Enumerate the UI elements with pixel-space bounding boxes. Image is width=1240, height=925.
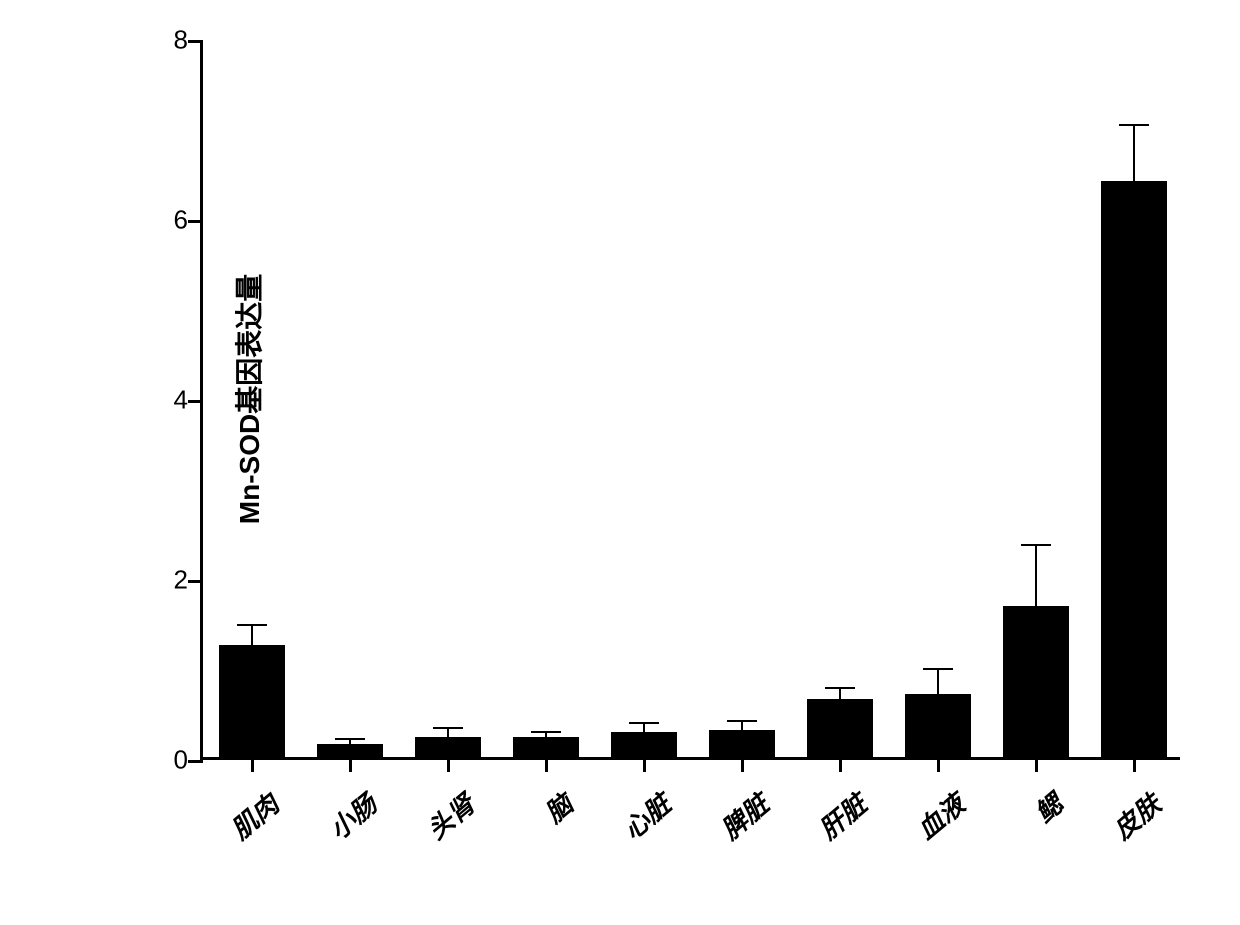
error-bar-stem (447, 728, 449, 737)
error-bar-cap (335, 738, 365, 740)
error-bar-cap (923, 668, 953, 670)
error-bar-stem (1133, 125, 1135, 181)
x-axis-label: 肌肉 (178, 785, 286, 884)
bar (415, 737, 482, 757)
y-tick-label: 4 (153, 385, 188, 416)
x-tick (643, 757, 646, 772)
y-tick (188, 40, 203, 43)
bar (317, 744, 384, 758)
bar (905, 694, 972, 757)
y-tick (188, 400, 203, 403)
y-tick-label: 8 (153, 25, 188, 56)
error-bar-cap (1021, 544, 1051, 546)
error-bar-stem (643, 723, 645, 732)
x-axis-label: 鳃 (962, 785, 1070, 884)
x-axis-label: 脑 (472, 785, 580, 884)
y-axis-label: Mn-SOD基因表达量 (228, 273, 268, 523)
x-tick (839, 757, 842, 772)
x-tick (937, 757, 940, 772)
error-bar-cap (237, 624, 267, 626)
x-tick (1035, 757, 1038, 772)
plot-area: Mn-SOD基因表达量 02468肌肉小肠头肾脑心脏脾脏肝脏血液鳃皮肤 (200, 40, 1180, 760)
x-tick (741, 757, 744, 772)
y-tick (188, 760, 203, 763)
error-bar-stem (741, 721, 743, 730)
error-bar-cap (727, 720, 757, 722)
bar (1003, 606, 1070, 757)
y-tick (188, 220, 203, 223)
y-tick-label: 6 (153, 205, 188, 236)
bar (709, 730, 776, 757)
error-bar-cap (825, 687, 855, 689)
y-tick-label: 0 (153, 745, 188, 776)
x-axis-label: 小肠 (276, 785, 384, 884)
bar (807, 699, 874, 758)
bar (219, 645, 286, 758)
x-tick (545, 757, 548, 772)
error-bar-stem (251, 625, 253, 645)
x-tick (349, 757, 352, 772)
x-tick (447, 757, 450, 772)
x-tick (251, 757, 254, 772)
error-bar-cap (433, 727, 463, 729)
bar (611, 732, 678, 757)
error-bar-cap (1119, 124, 1149, 126)
x-axis-label: 心脏 (570, 785, 678, 884)
error-bar-stem (1035, 545, 1037, 606)
x-axis-label: 头肾 (374, 785, 482, 884)
chart-container: Mn-SOD基因表达量 02468肌肉小肠头肾脑心脏脾脏肝脏血液鳃皮肤 (140, 40, 1180, 820)
y-tick (188, 580, 203, 583)
error-bar-stem (937, 669, 939, 694)
x-tick (1133, 757, 1136, 772)
bar (1101, 181, 1168, 757)
error-bar-stem (839, 688, 841, 699)
error-bar-cap (629, 722, 659, 724)
bar (513, 737, 580, 757)
x-axis-label: 皮肤 (1060, 785, 1168, 884)
x-axis-label: 肝脏 (766, 785, 874, 884)
y-tick-label: 2 (153, 565, 188, 596)
error-bar-cap (531, 731, 561, 733)
x-axis-label: 血液 (864, 785, 972, 884)
x-axis-label: 脾脏 (668, 785, 776, 884)
